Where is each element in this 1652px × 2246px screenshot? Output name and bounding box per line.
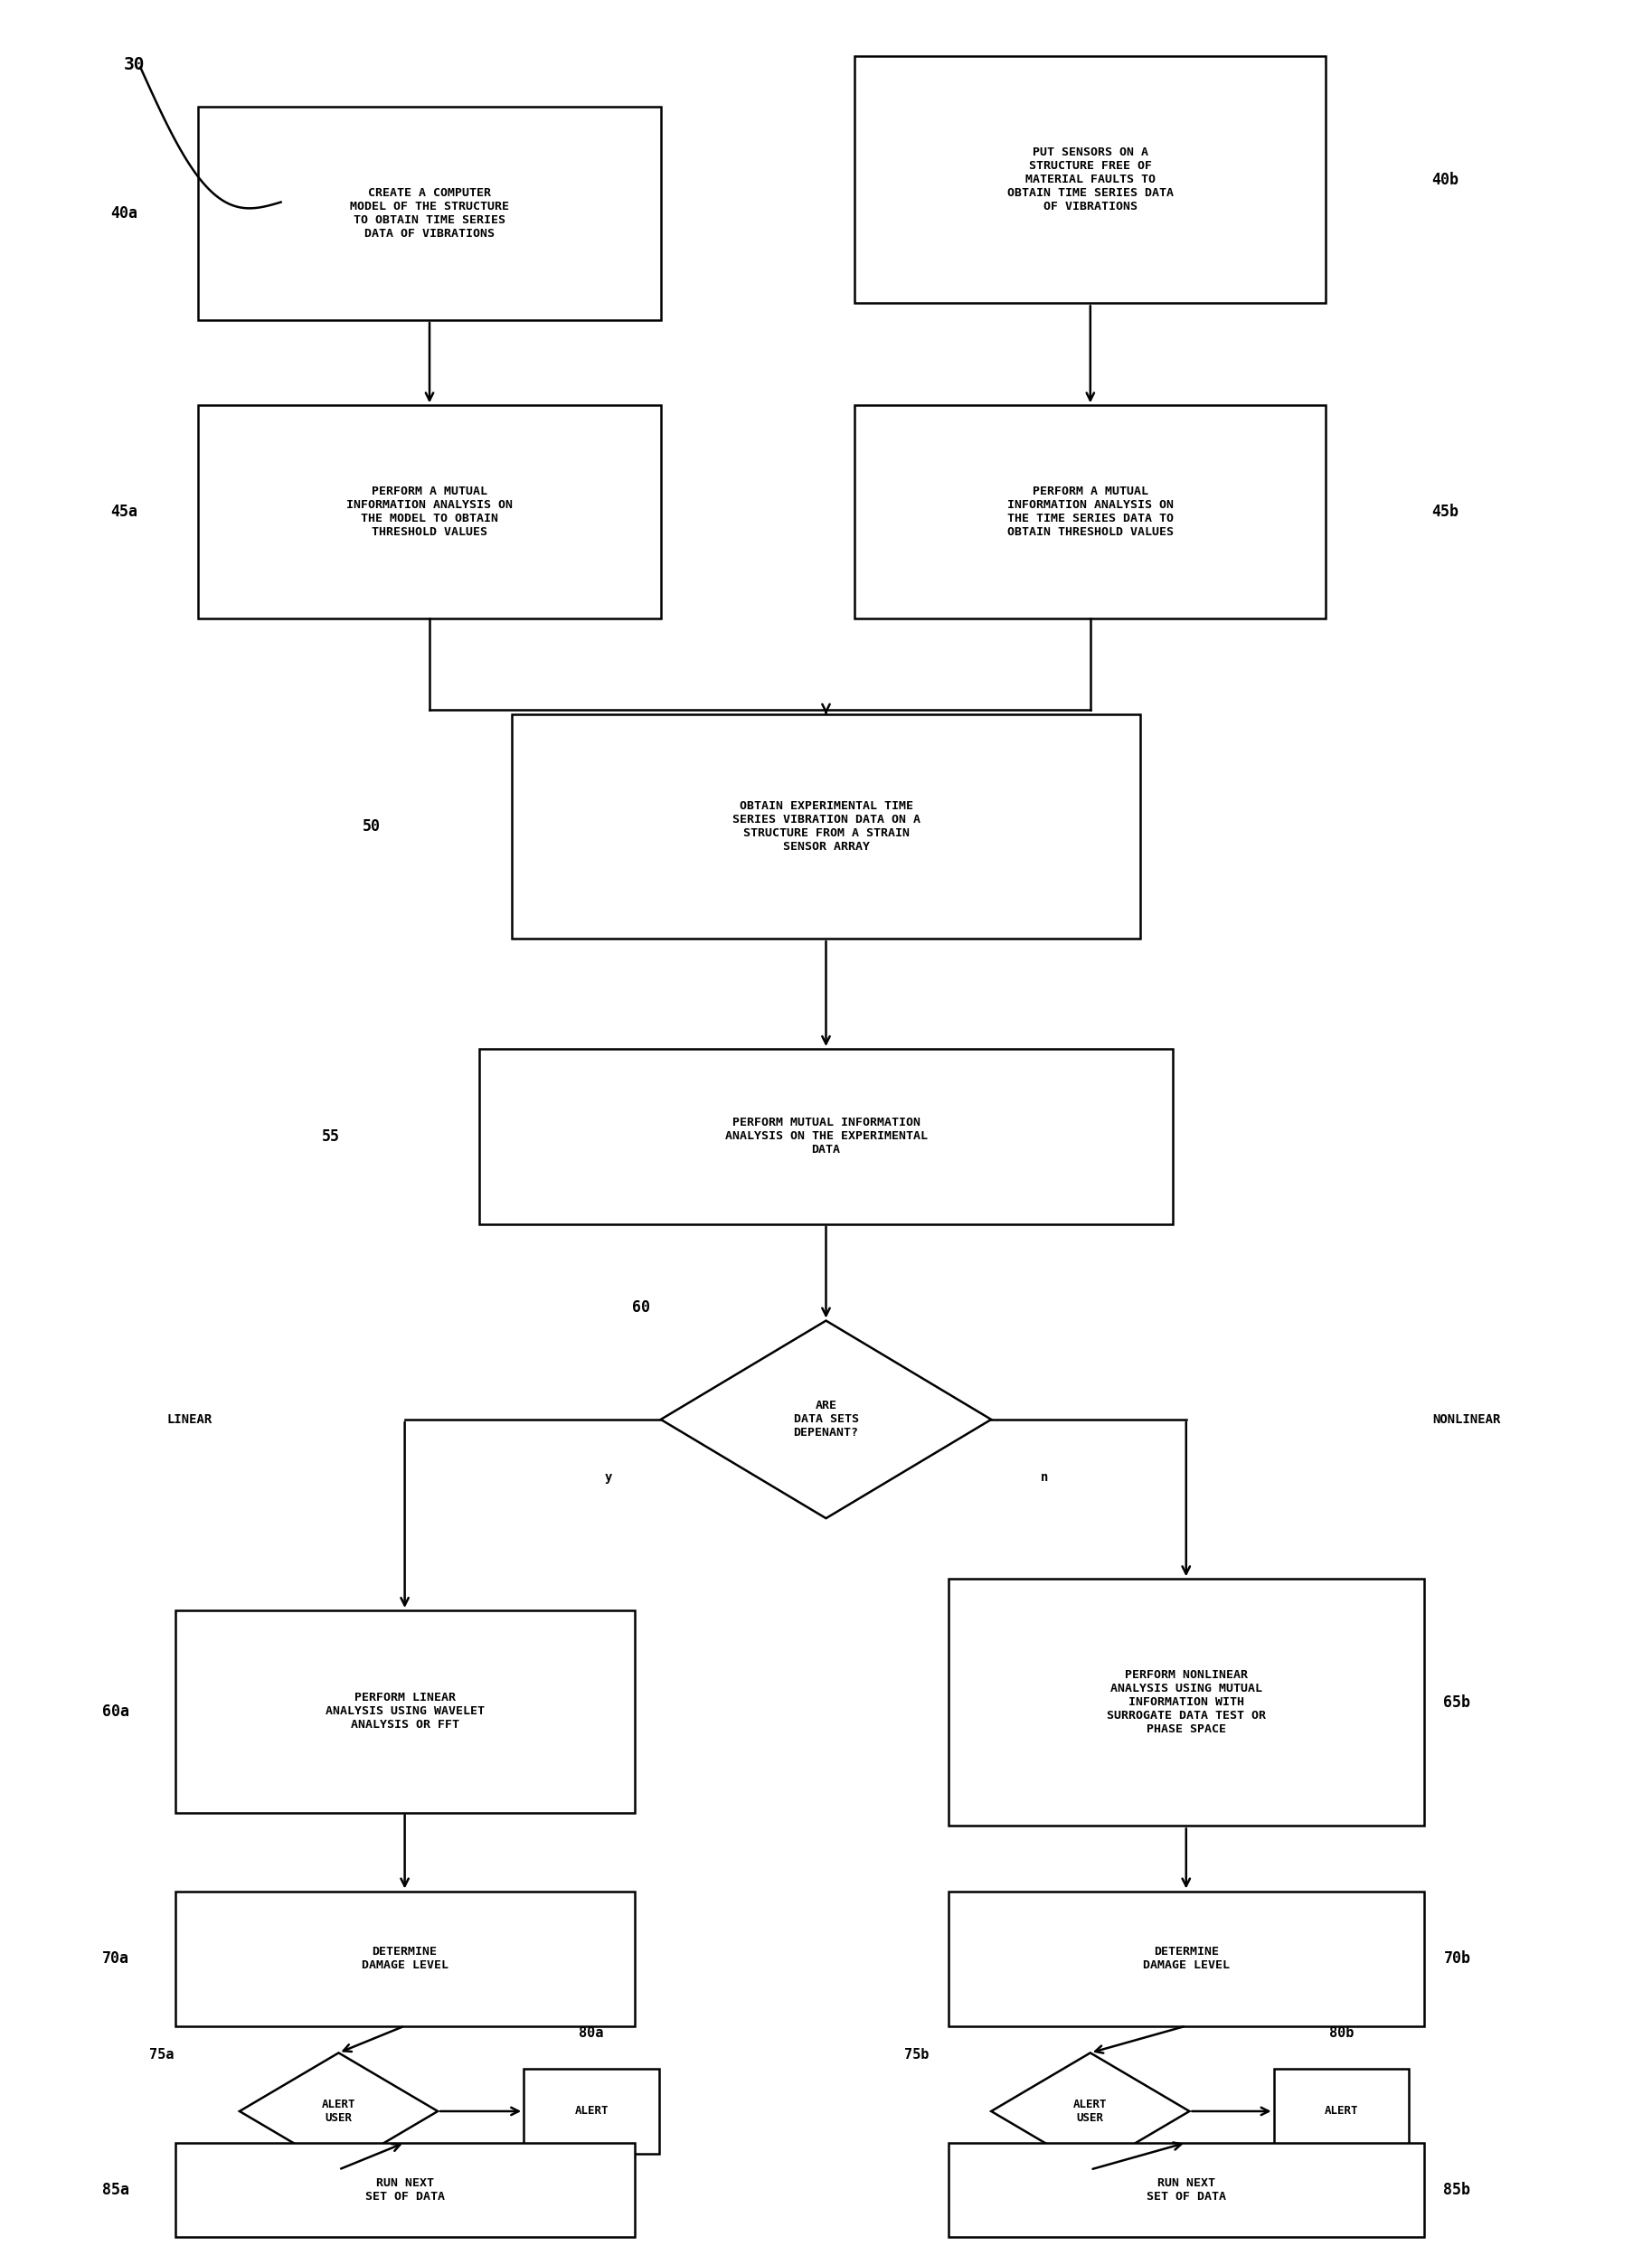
Text: 40b: 40b	[1432, 171, 1459, 189]
Text: RUN NEXT
SET OF DATA: RUN NEXT SET OF DATA	[1146, 2176, 1226, 2203]
FancyBboxPatch shape	[198, 404, 661, 618]
Text: ARE
DATA SETS
DEPENANT?: ARE DATA SETS DEPENANT?	[793, 1399, 859, 1440]
FancyBboxPatch shape	[175, 1610, 634, 1813]
Polygon shape	[240, 2053, 438, 2170]
Text: DETERMINE
DAMAGE LEVEL: DETERMINE DAMAGE LEVEL	[362, 1945, 448, 1972]
Text: PERFORM NONLINEAR
ANALYSIS USING MUTUAL
INFORMATION WITH
SURROGATE DATA TEST OR
: PERFORM NONLINEAR ANALYSIS USING MUTUAL …	[1107, 1669, 1265, 1736]
Text: 65b: 65b	[1444, 1693, 1470, 1711]
Text: PERFORM A MUTUAL
INFORMATION ANALYSIS ON
THE TIME SERIES DATA TO
OBTAIN THRESHOL: PERFORM A MUTUAL INFORMATION ANALYSIS ON…	[1008, 485, 1173, 539]
Text: y: y	[605, 1471, 611, 1485]
Text: 85b: 85b	[1444, 2181, 1470, 2199]
Text: 45a: 45a	[111, 503, 137, 521]
Text: NONLINEAR: NONLINEAR	[1432, 1413, 1502, 1426]
FancyBboxPatch shape	[175, 2143, 634, 2237]
Text: 85a: 85a	[102, 2181, 129, 2199]
Text: ALERT
USER: ALERT USER	[322, 2098, 355, 2125]
FancyBboxPatch shape	[856, 404, 1325, 618]
Text: DETERMINE
DAMAGE LEVEL: DETERMINE DAMAGE LEVEL	[1143, 1945, 1229, 1972]
Text: 80b: 80b	[1330, 2026, 1353, 2039]
Text: 30: 30	[124, 56, 145, 74]
Text: 45b: 45b	[1432, 503, 1459, 521]
Text: PERFORM A MUTUAL
INFORMATION ANALYSIS ON
THE MODEL TO OBTAIN
THRESHOLD VALUES: PERFORM A MUTUAL INFORMATION ANALYSIS ON…	[347, 485, 512, 539]
Text: ALERT: ALERT	[1325, 2105, 1358, 2118]
Text: 75a: 75a	[150, 2048, 173, 2062]
Text: PUT SENSORS ON A
STRUCTURE FREE OF
MATERIAL FAULTS TO
OBTAIN TIME SERIES DATA
OF: PUT SENSORS ON A STRUCTURE FREE OF MATER…	[1008, 146, 1173, 213]
FancyBboxPatch shape	[512, 714, 1140, 939]
Text: 70a: 70a	[102, 1950, 129, 1967]
FancyBboxPatch shape	[524, 2069, 659, 2154]
Text: 55: 55	[322, 1127, 339, 1145]
Text: 60a: 60a	[102, 1702, 129, 1720]
FancyBboxPatch shape	[1274, 2069, 1409, 2154]
Text: PERFORM LINEAR
ANALYSIS USING WAVELET
ANALYSIS OR FFT: PERFORM LINEAR ANALYSIS USING WAVELET AN…	[325, 1691, 484, 1732]
Text: LINEAR: LINEAR	[167, 1413, 213, 1426]
Text: PERFORM MUTUAL INFORMATION
ANALYSIS ON THE EXPERIMENTAL
DATA: PERFORM MUTUAL INFORMATION ANALYSIS ON T…	[725, 1116, 927, 1157]
Text: OBTAIN EXPERIMENTAL TIME
SERIES VIBRATION DATA ON A
STRUCTURE FROM A STRAIN
SENS: OBTAIN EXPERIMENTAL TIME SERIES VIBRATIO…	[732, 800, 920, 853]
Text: 80a: 80a	[580, 2026, 603, 2039]
Text: RUN NEXT
SET OF DATA: RUN NEXT SET OF DATA	[365, 2176, 444, 2203]
FancyBboxPatch shape	[479, 1049, 1173, 1224]
Text: 50: 50	[363, 818, 380, 836]
FancyBboxPatch shape	[948, 1891, 1424, 2026]
Text: 60: 60	[633, 1298, 649, 1316]
FancyBboxPatch shape	[175, 1891, 634, 2026]
Text: ALERT
USER: ALERT USER	[1074, 2098, 1107, 2125]
Text: ALERT: ALERT	[575, 2105, 608, 2118]
Text: CREATE A COMPUTER
MODEL OF THE STRUCTURE
TO OBTAIN TIME SERIES
DATA OF VIBRATION: CREATE A COMPUTER MODEL OF THE STRUCTURE…	[350, 186, 509, 240]
FancyBboxPatch shape	[198, 106, 661, 319]
Text: 40a: 40a	[111, 204, 137, 222]
FancyBboxPatch shape	[948, 1579, 1424, 1826]
Polygon shape	[661, 1321, 991, 1518]
Text: 75b: 75b	[905, 2048, 928, 2062]
FancyBboxPatch shape	[948, 2143, 1424, 2237]
Text: n: n	[1041, 1471, 1047, 1485]
FancyBboxPatch shape	[856, 56, 1325, 303]
Text: 70b: 70b	[1444, 1950, 1470, 1967]
Polygon shape	[991, 2053, 1189, 2170]
